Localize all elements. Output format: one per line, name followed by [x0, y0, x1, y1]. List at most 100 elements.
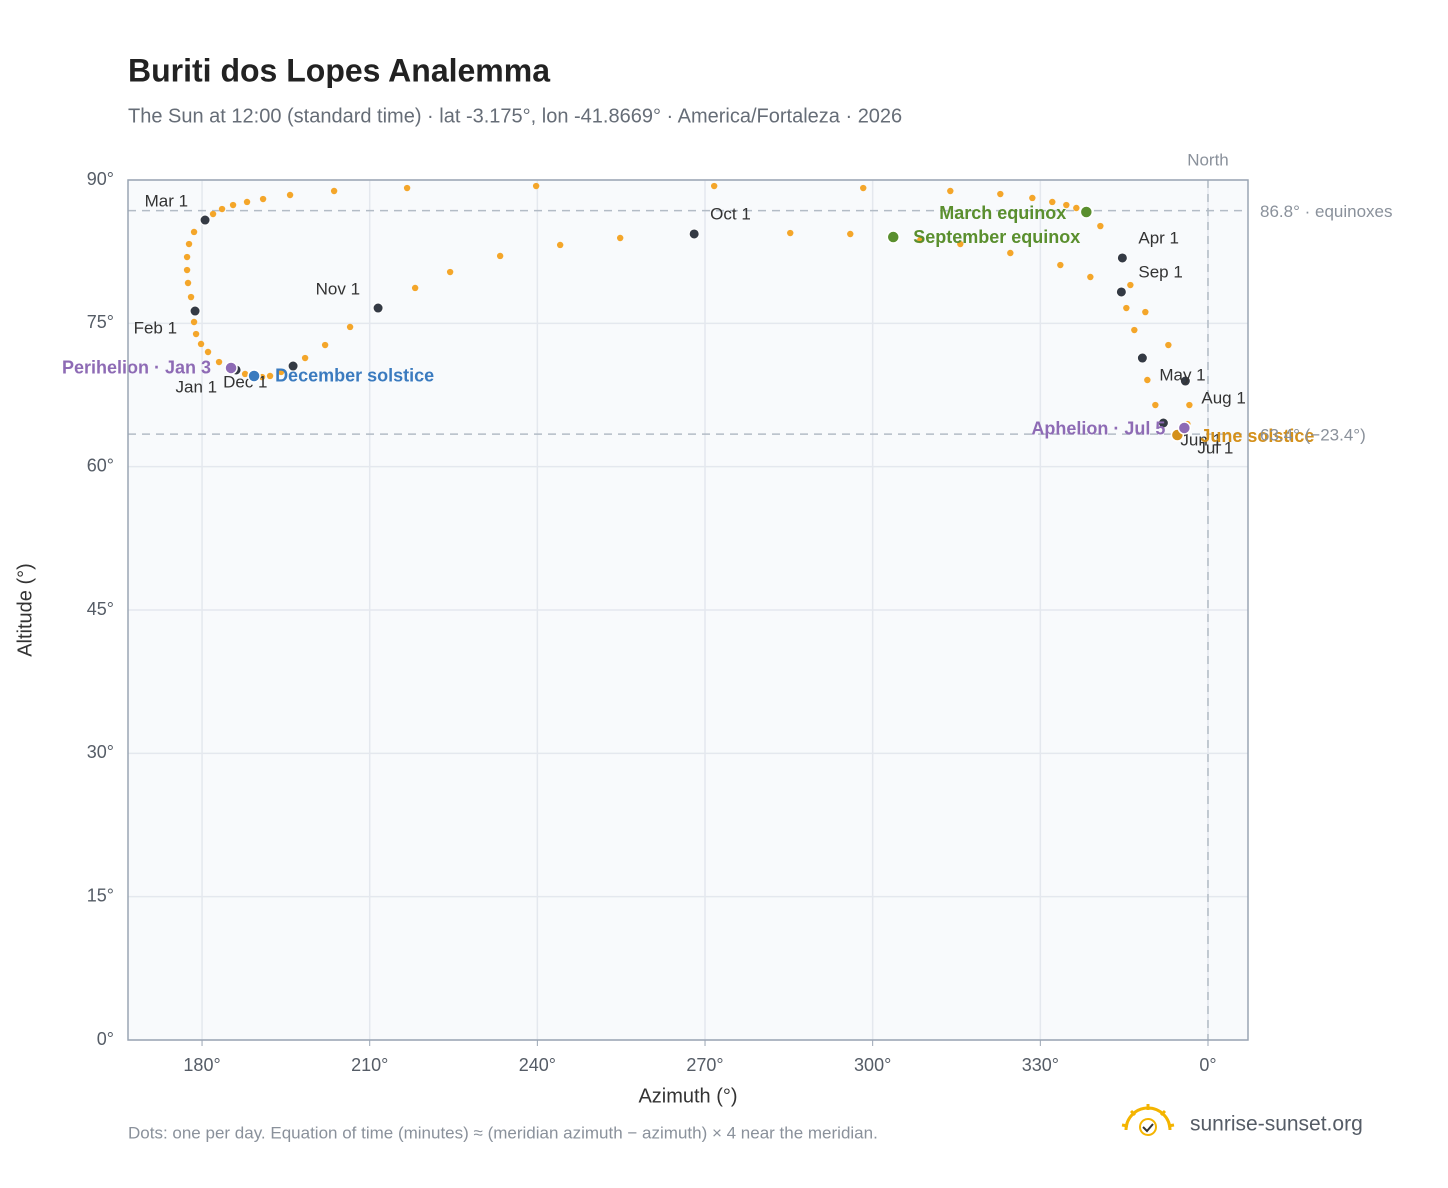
- y-tick-label: 15°: [87, 885, 114, 905]
- sun-dot: [710, 182, 718, 190]
- sun-dot: [187, 293, 195, 301]
- sun-dot: [197, 340, 205, 348]
- sun-dot: [1063, 201, 1070, 209]
- sun-dot: [1127, 281, 1134, 289]
- sun-dot: [1057, 261, 1064, 269]
- x-tick-label: 270°: [686, 1055, 723, 1075]
- event-marker: [1177, 421, 1192, 435]
- plot-border: [127, 179, 1249, 1041]
- month-marker: [199, 214, 211, 226]
- brand: sunrise-sunset.org: [1190, 1113, 1363, 1136]
- brand-logo: [1121, 1104, 1175, 1136]
- month-label: Dec 1: [223, 373, 267, 392]
- month-marker: [1115, 286, 1127, 298]
- reference-label: 63.4° (−23.4°): [1260, 426, 1366, 445]
- sun-dot: [286, 191, 294, 199]
- sun-dot: [787, 229, 794, 237]
- sun-dot: [496, 252, 504, 260]
- sun-dot: [301, 354, 309, 362]
- y-tick-label: 90°: [87, 169, 114, 189]
- event-label: December solstice: [275, 366, 434, 386]
- sun-dot: [1007, 249, 1014, 257]
- sun-dot: [183, 253, 191, 261]
- month-marker: [1179, 375, 1191, 387]
- sun-dot: [241, 370, 249, 378]
- month-label: Aug 1: [1201, 389, 1245, 408]
- x-tick-label: 300°: [854, 1055, 891, 1075]
- sun-dot: [1049, 198, 1056, 206]
- sun-dot: [190, 318, 198, 326]
- y-tick-label: 30°: [87, 742, 114, 762]
- month-label: Jan 1: [175, 377, 217, 396]
- y-tick-label: 75°: [87, 312, 114, 332]
- month-marker: [189, 305, 201, 317]
- sun-dot: [229, 201, 237, 209]
- sun-dot: [1087, 273, 1094, 281]
- sun-dot: [446, 268, 454, 276]
- month-label: Sep 1: [1138, 262, 1182, 281]
- month-label: Mar 1: [145, 192, 188, 211]
- month-label: Feb 1: [134, 318, 177, 337]
- month-marker: [287, 360, 299, 372]
- sun-dot: [1142, 308, 1149, 316]
- reference-label: North: [1187, 150, 1229, 169]
- sun-dot: [218, 205, 226, 213]
- event-marker: [886, 230, 900, 244]
- footnote: Dots: one per day. Equation of time (min…: [128, 1123, 878, 1142]
- sun-dot: [1073, 204, 1080, 212]
- y-tick-label: 0°: [97, 1029, 114, 1049]
- sun-dot: [190, 228, 198, 236]
- month-marker: [688, 228, 700, 240]
- sun-dot: [277, 368, 285, 376]
- x-tick-label: 210°: [351, 1055, 388, 1075]
- event-label: March equinox: [939, 203, 1066, 223]
- sun-dot: [1097, 222, 1104, 230]
- sun-dot: [330, 187, 338, 195]
- sun-dot: [215, 358, 223, 366]
- x-tick-label: 330°: [1022, 1055, 1059, 1075]
- sun-dot: [209, 210, 217, 218]
- sun-dot: [259, 195, 267, 203]
- sun-dot: [556, 241, 564, 249]
- sun-dot: [346, 323, 354, 331]
- sun-dot: [997, 190, 1004, 198]
- month-label: May 1: [1159, 366, 1205, 385]
- sun-dot: [204, 348, 212, 356]
- sun-dot: [847, 230, 854, 238]
- y-tick-label: 60°: [87, 455, 114, 475]
- sun-dot: [957, 240, 964, 248]
- sun-dot: [917, 236, 924, 244]
- sun-dot: [183, 266, 191, 274]
- sun-dot: [184, 279, 192, 287]
- chart-title: Buriti dos Lopes Analemma: [128, 52, 550, 88]
- sun-dot: [403, 184, 411, 192]
- month-label: Jun 1: [1180, 430, 1222, 449]
- event-label: June solstice: [1200, 426, 1314, 446]
- sun-dot: [860, 184, 867, 192]
- x-axis-label: Azimuth (°): [638, 1085, 737, 1107]
- x-tick-label: 180°: [183, 1055, 220, 1075]
- month-label: Nov 1: [316, 280, 360, 299]
- month-label: Jul 1: [1197, 438, 1233, 457]
- sun-dot: [266, 372, 274, 380]
- event-marker: [224, 361, 238, 375]
- month-label: Apr 1: [1138, 228, 1179, 247]
- x-tick-label: 240°: [519, 1055, 556, 1075]
- sun-dot: [411, 284, 419, 292]
- sun-dot: [1029, 194, 1036, 202]
- sun-dot: [616, 234, 624, 242]
- month-marker: [1136, 352, 1148, 364]
- month-marker: [1157, 417, 1169, 429]
- month-marker: [1116, 252, 1128, 264]
- sun-dot: [1131, 326, 1138, 334]
- chart-subtitle: The Sun at 12:00 (standard time) · lat -…: [128, 105, 902, 127]
- y-tick-label: 45°: [87, 599, 114, 619]
- month-label: Oct 1: [710, 204, 751, 223]
- reference-label: 86.8° · equinoxes: [1260, 202, 1393, 221]
- event-marker: [247, 369, 261, 383]
- sun-dot: [1123, 304, 1130, 312]
- x-tick-label: 0°: [1199, 1055, 1216, 1075]
- sun-dot: [192, 330, 200, 338]
- event-label: Aphelion · Jul 5: [1031, 419, 1165, 439]
